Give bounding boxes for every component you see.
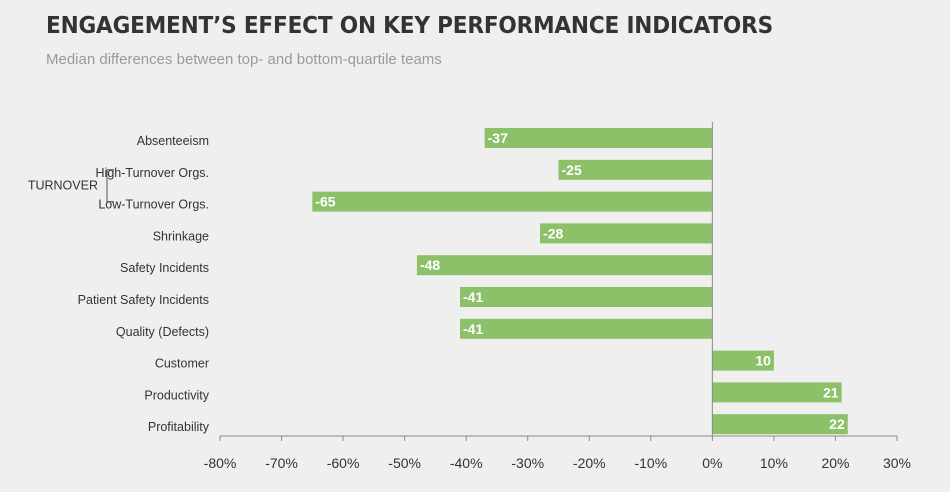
bar-value-label-9: 22 bbox=[829, 416, 845, 432]
chart-title: ENGAGEMENT’S EFFECT ON KEY PERFORMANCE I… bbox=[46, 13, 773, 39]
turnover-bracket bbox=[106, 169, 114, 203]
bar-value-label-5: -41 bbox=[463, 289, 483, 305]
category-label-0: Absenteeism bbox=[137, 134, 209, 148]
bar-3 bbox=[540, 223, 713, 244]
category-label-5: Patient Safety Incidents bbox=[78, 293, 209, 307]
bar-9 bbox=[712, 414, 848, 435]
x-tick-label-3: -50% bbox=[388, 455, 421, 471]
category-label-6: Quality (Defects) bbox=[116, 325, 209, 339]
bar-6 bbox=[460, 318, 713, 339]
x-tick-label-0: -80% bbox=[204, 455, 237, 471]
x-tick-label-5: -30% bbox=[511, 455, 544, 471]
x-tick-label-4: -40% bbox=[450, 455, 483, 471]
category-label-2: Low-Turnover Orgs. bbox=[98, 198, 209, 212]
chart-subtitle: Median differences between top- and bott… bbox=[46, 51, 442, 68]
bar-2 bbox=[312, 191, 713, 212]
category-label-4: Safety Incidents bbox=[120, 261, 209, 275]
bar-value-label-8: 21 bbox=[823, 384, 839, 400]
category-label-8: Productivity bbox=[144, 388, 209, 402]
bar-value-label-3: -28 bbox=[543, 225, 563, 241]
bar-value-label-7: 10 bbox=[755, 353, 771, 369]
category-label-7: Customer bbox=[155, 357, 209, 371]
bar-value-label-2: -65 bbox=[315, 194, 335, 210]
bar-1 bbox=[558, 159, 713, 180]
x-tick-label-6: -20% bbox=[573, 455, 606, 471]
bar-value-label-1: -25 bbox=[562, 162, 582, 178]
x-tick-label-9: 10% bbox=[760, 455, 788, 471]
bar-4 bbox=[416, 255, 713, 276]
x-tick-label-8: 0% bbox=[702, 455, 722, 471]
bar-8 bbox=[712, 382, 842, 403]
category-label-1: High-Turnover Orgs. bbox=[96, 166, 209, 180]
bar-value-label-4: -48 bbox=[420, 257, 440, 273]
category-label-9: Profitability bbox=[148, 420, 210, 434]
bar-7 bbox=[712, 350, 774, 371]
x-tick-label-7: -10% bbox=[634, 455, 667, 471]
bar-0 bbox=[484, 128, 713, 148]
x-tick-label-11: 30% bbox=[883, 455, 911, 471]
bar-value-label-0: -37 bbox=[488, 130, 508, 146]
x-tick-label-2: -60% bbox=[327, 455, 360, 471]
bar-5 bbox=[460, 287, 713, 307]
x-tick-label-1: -70% bbox=[265, 455, 298, 471]
turnover-group-label: TURNOVER bbox=[28, 179, 98, 193]
x-tick-label-10: 20% bbox=[821, 455, 849, 471]
bar-value-label-6: -41 bbox=[463, 321, 483, 337]
category-label-3: Shrinkage bbox=[153, 229, 209, 243]
